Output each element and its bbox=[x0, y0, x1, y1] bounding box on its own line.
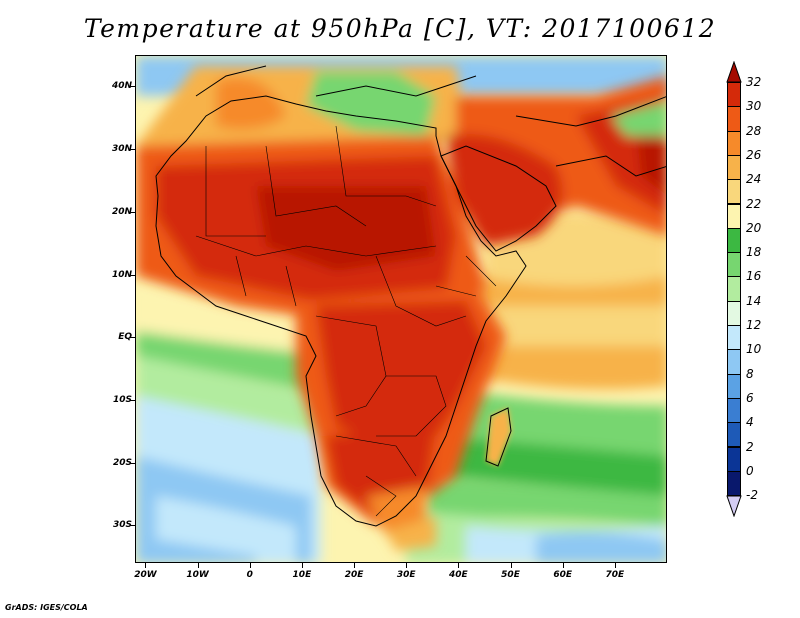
lon-label: 10W bbox=[186, 570, 209, 580]
colorbar-level-label: 26 bbox=[746, 147, 762, 162]
colorbar-swatch bbox=[727, 470, 741, 497]
colorbar-level-label: 28 bbox=[746, 123, 762, 138]
lon-label: 60E bbox=[553, 570, 573, 580]
lon-tick bbox=[354, 563, 356, 568]
lon-label: 70E bbox=[605, 570, 625, 580]
colorbar-level-label: 4 bbox=[746, 415, 754, 430]
lon-tick bbox=[406, 563, 408, 568]
colorbar-level-label: 22 bbox=[746, 196, 762, 211]
colorbar-swatch bbox=[727, 252, 741, 278]
lat-label: 20N bbox=[111, 206, 132, 217]
colorbar-level-label: 24 bbox=[746, 172, 762, 187]
lat-label: 40N bbox=[111, 81, 132, 92]
colorbar-level-label: 10 bbox=[746, 342, 762, 357]
lon-tick bbox=[197, 563, 199, 568]
colorbar-swatch bbox=[727, 446, 741, 472]
lon-label: 50E bbox=[501, 570, 520, 580]
lat-label: EQ bbox=[118, 332, 132, 343]
lat-tick bbox=[130, 86, 135, 88]
lon-label: 20E bbox=[344, 570, 364, 580]
lat-tick bbox=[130, 525, 135, 527]
lat-label: 10N bbox=[111, 269, 132, 280]
chart-title: Temperature at 950hPa [C], VT: 201710061… bbox=[83, 14, 717, 43]
lon-tick bbox=[614, 563, 616, 568]
country-borders bbox=[195, 125, 497, 517]
colorbar-swatch bbox=[727, 349, 741, 375]
colorbar-swatch bbox=[727, 203, 741, 229]
colorbar-level-label: 32 bbox=[746, 75, 762, 89]
map-panel bbox=[135, 55, 667, 563]
colorbar-swatch bbox=[727, 154, 741, 181]
colorbar-level-label: -2 bbox=[746, 488, 758, 503]
colorbar-swatch bbox=[727, 422, 741, 448]
lon-tick bbox=[510, 563, 512, 568]
colorbar-level-label: 18 bbox=[746, 245, 762, 260]
madagascar bbox=[486, 408, 511, 466]
colorbar-bottom-arrow bbox=[726, 495, 742, 518]
colorbar-swatch bbox=[727, 106, 741, 132]
lon-label: 0 bbox=[246, 570, 253, 580]
lat-label: 30N bbox=[111, 144, 132, 155]
grads-credit: GrADS: IGES/COLA bbox=[5, 603, 88, 612]
colorbar-level-label: 16 bbox=[746, 269, 762, 284]
colorbar-level-label: 12 bbox=[746, 318, 762, 332]
colorbar-level-label: 14 bbox=[746, 293, 762, 308]
lat-tick bbox=[130, 462, 135, 464]
temperature-map bbox=[136, 56, 666, 562]
lon-tick bbox=[301, 563, 303, 568]
lat-tick bbox=[130, 337, 135, 339]
colorbar-top-arrow bbox=[726, 61, 742, 83]
lat-label: 10S bbox=[112, 394, 132, 405]
colorbar-swatch bbox=[727, 276, 741, 302]
colorbar-level-label: 0 bbox=[746, 463, 754, 478]
colorbar-swatch bbox=[727, 300, 741, 326]
lat-tick bbox=[130, 211, 135, 213]
lon-tick bbox=[562, 563, 564, 568]
colorbar-swatch bbox=[727, 325, 741, 351]
lat-label: 30S bbox=[112, 520, 132, 531]
lon-tick bbox=[458, 563, 460, 568]
colorbar-level-label: 2 bbox=[746, 439, 754, 454]
colorbar-swatch bbox=[727, 130, 741, 156]
lon-label: 20W bbox=[134, 570, 157, 580]
lon-tick bbox=[249, 563, 251, 568]
colorbar-swatch bbox=[727, 227, 741, 254]
colorbar-level-label: 20 bbox=[746, 220, 762, 235]
lon-tick bbox=[145, 563, 147, 568]
colorbar-level-label: 30 bbox=[746, 99, 762, 114]
coastlines bbox=[155, 65, 666, 527]
colorbar-level-label: 6 bbox=[746, 390, 754, 405]
lon-label: 40E bbox=[449, 570, 468, 580]
lat-tick bbox=[130, 399, 135, 401]
colorbar-swatch bbox=[727, 179, 741, 205]
colorbar-swatch bbox=[727, 373, 741, 399]
lon-label: 30E bbox=[396, 570, 416, 580]
lat-tick bbox=[130, 274, 135, 276]
ocean-gradient bbox=[136, 56, 666, 562]
colorbar-level-label: 8 bbox=[746, 366, 754, 381]
colorbar-swatch bbox=[727, 397, 741, 424]
lat-label: 20S bbox=[112, 457, 132, 468]
lat-tick bbox=[130, 149, 135, 151]
colorbar-swatch bbox=[727, 82, 741, 108]
lon-label: 10E bbox=[292, 570, 312, 580]
